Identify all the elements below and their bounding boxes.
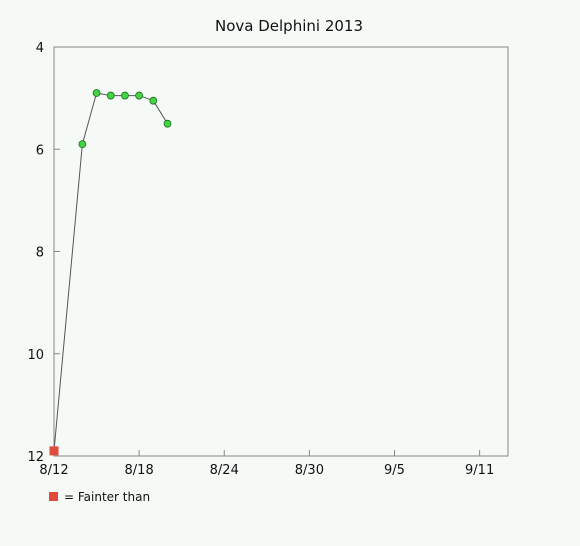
magnitude-point (163, 119, 172, 128)
fainter-than-point (49, 446, 59, 456)
x-tick-label: 9/5 (384, 463, 405, 478)
series-layer (49, 89, 172, 456)
lightcurve-line (53, 92, 168, 451)
legend-swatch (49, 492, 58, 501)
magnitude-point (106, 91, 115, 100)
x-axis: 8/12 8/18 8/24 8/30 9/5 9/11 (39, 450, 494, 478)
legend: = Fainter than (49, 490, 150, 504)
x-tick-label: 8/24 (210, 463, 239, 478)
y-tick-label: 12 (27, 450, 44, 465)
y-tick-label: 8 (36, 246, 44, 261)
x-tick-label: 8/18 (125, 463, 154, 478)
y-tick-label: 4 (36, 41, 44, 56)
y-tick-label: 6 (36, 143, 44, 158)
magnitude-point (121, 91, 129, 100)
magnitude-point (149, 96, 158, 105)
magnitude-point (92, 89, 101, 97)
x-tick-label: 9/11 (465, 463, 494, 478)
y-tick-label: 10 (27, 348, 44, 363)
magnitude-point (135, 91, 144, 100)
x-tick-label: 8/30 (295, 463, 324, 478)
chart-title: Nova Delphini 2013 (215, 17, 363, 35)
y-axis: 4 6 8 10 12 (27, 41, 60, 465)
magnitude-point (78, 140, 87, 149)
plot-frame (53, 46, 509, 457)
legend-label: = Fainter than (64, 490, 150, 504)
x-tick-label: 8/12 (39, 463, 68, 478)
